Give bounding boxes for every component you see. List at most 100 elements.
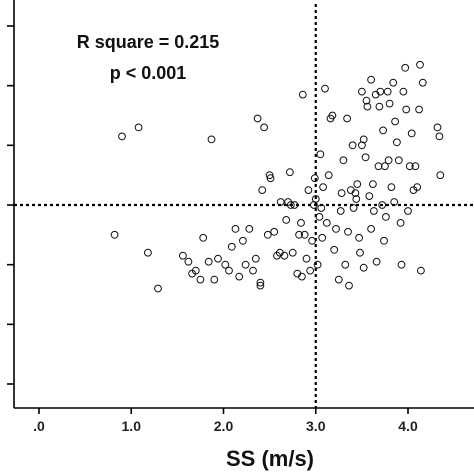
x-tick-label: 2.0 — [214, 418, 234, 434]
data-point — [401, 63, 410, 72]
data-point — [221, 260, 230, 269]
data-point — [391, 117, 400, 126]
data-point — [404, 207, 412, 215]
data-point — [110, 230, 119, 239]
data-point — [332, 225, 340, 233]
data-point — [358, 87, 366, 96]
data-point — [367, 75, 376, 84]
y-axis-ticks — [7, 25, 14, 385]
data-point — [405, 162, 414, 171]
data-point — [330, 245, 339, 254]
x-tick-label: 3.0 — [306, 418, 326, 434]
data-point — [341, 260, 350, 269]
data-point — [144, 248, 152, 257]
data-point — [196, 275, 205, 284]
data-point — [433, 123, 442, 132]
data-point — [227, 242, 236, 251]
data-point — [253, 114, 262, 123]
data-point — [435, 132, 444, 141]
data-point — [344, 227, 352, 236]
data-point — [270, 227, 279, 236]
data-point — [417, 266, 425, 275]
data-point — [328, 111, 337, 120]
data-point — [134, 123, 143, 132]
data-point — [249, 266, 257, 275]
data-point — [369, 180, 377, 189]
data-point — [280, 251, 289, 260]
data-point — [214, 254, 222, 263]
data-point — [290, 201, 299, 209]
data-point — [276, 198, 285, 206]
data-point — [245, 225, 254, 233]
data-point — [295, 230, 304, 239]
data-point — [382, 213, 390, 221]
data-point — [317, 204, 326, 212]
data-point — [372, 257, 381, 266]
data-point — [239, 236, 247, 245]
data-point — [407, 129, 416, 138]
data-point — [365, 192, 374, 201]
data-point — [288, 248, 297, 257]
x-tick-label: 4.0 — [398, 418, 418, 434]
data-point — [399, 87, 408, 96]
data-point — [349, 204, 358, 212]
data-point — [352, 195, 361, 203]
data-point — [361, 153, 370, 162]
data-point — [379, 126, 388, 135]
data-point — [397, 260, 406, 269]
data-point — [318, 233, 327, 242]
data-point — [256, 281, 265, 290]
data-point — [387, 183, 396, 192]
data-point — [415, 105, 424, 114]
data-point — [378, 201, 387, 209]
x-tick-label: 1.0 — [122, 418, 142, 434]
data-point — [260, 123, 269, 132]
x-axis-label: SS (m/s) — [226, 446, 314, 471]
data-point — [370, 207, 378, 215]
data-point — [256, 278, 265, 287]
annotation-r-square: R square = 0.215 — [77, 32, 220, 52]
data-point — [348, 141, 357, 150]
data-point — [367, 225, 376, 233]
data-point — [300, 230, 309, 239]
data-point — [311, 195, 320, 203]
scatter-points — [110, 60, 445, 293]
x-tick-label: .0 — [33, 418, 45, 434]
data-point — [356, 248, 364, 257]
data-point — [315, 213, 324, 221]
data-point — [225, 266, 233, 275]
data-point — [402, 105, 411, 114]
data-point — [265, 171, 274, 180]
data-point — [298, 90, 307, 99]
data-point — [210, 275, 219, 284]
data-point — [416, 60, 424, 69]
data-point — [436, 171, 445, 180]
data-point — [345, 281, 353, 290]
data-point — [204, 257, 213, 266]
data-point — [235, 272, 244, 281]
data-point — [118, 132, 126, 141]
data-point — [336, 207, 345, 215]
data-point — [363, 102, 372, 111]
data-point — [313, 260, 322, 269]
data-point — [191, 266, 200, 275]
data-point — [306, 266, 315, 275]
data-point — [375, 102, 384, 111]
data-point — [154, 284, 162, 293]
data-point — [207, 135, 216, 144]
data-point — [339, 156, 348, 165]
data-point — [413, 183, 422, 192]
data-point — [316, 150, 325, 159]
data-point — [374, 162, 383, 171]
data-point — [396, 219, 405, 227]
data-point — [343, 114, 352, 123]
data-point — [241, 260, 250, 269]
data-point — [351, 189, 360, 198]
data-point — [376, 87, 385, 96]
data-point — [393, 138, 401, 147]
data-point — [297, 219, 305, 227]
data-point — [380, 236, 388, 245]
data-point — [322, 219, 331, 227]
x-axis-ticks: .0 1.0 2.0 3.0 4.0 — [33, 408, 418, 434]
